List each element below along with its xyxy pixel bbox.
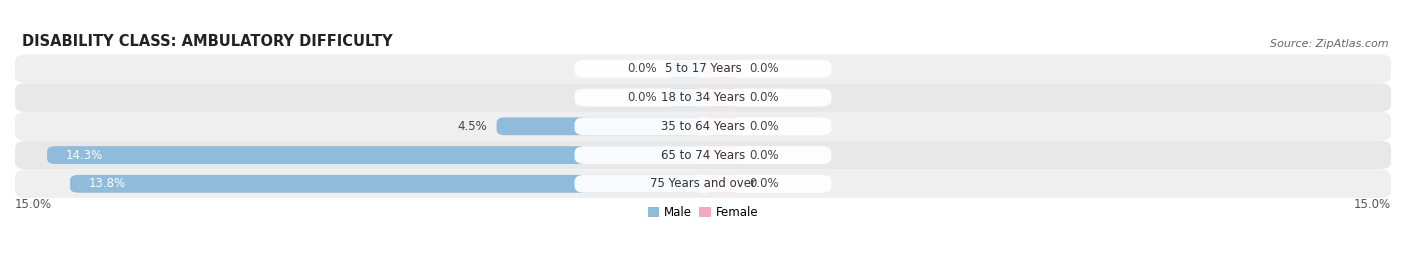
FancyBboxPatch shape [15,169,1391,198]
FancyBboxPatch shape [48,146,703,164]
Text: 0.0%: 0.0% [749,120,779,133]
FancyBboxPatch shape [575,60,831,78]
FancyBboxPatch shape [666,89,703,107]
FancyBboxPatch shape [703,175,740,193]
Text: Source: ZipAtlas.com: Source: ZipAtlas.com [1270,39,1388,49]
FancyBboxPatch shape [703,146,740,164]
Text: 5 to 17 Years: 5 to 17 Years [665,62,741,75]
Text: 18 to 34 Years: 18 to 34 Years [661,91,745,104]
FancyBboxPatch shape [666,60,703,78]
FancyBboxPatch shape [575,117,831,135]
Text: 15.0%: 15.0% [1354,198,1391,211]
Text: 75 Years and over: 75 Years and over [650,177,756,190]
Text: 0.0%: 0.0% [627,62,657,75]
Text: 0.0%: 0.0% [749,177,779,190]
FancyBboxPatch shape [15,83,1391,112]
FancyBboxPatch shape [496,117,703,135]
FancyBboxPatch shape [70,175,703,193]
Text: 4.5%: 4.5% [458,120,488,133]
Text: 65 to 74 Years: 65 to 74 Years [661,148,745,162]
Text: 0.0%: 0.0% [627,91,657,104]
Text: 0.0%: 0.0% [749,148,779,162]
Text: 13.8%: 13.8% [89,177,125,190]
Text: 0.0%: 0.0% [749,91,779,104]
Text: 0.0%: 0.0% [749,62,779,75]
Text: 15.0%: 15.0% [15,198,52,211]
FancyBboxPatch shape [15,112,1391,141]
Text: 35 to 64 Years: 35 to 64 Years [661,120,745,133]
FancyBboxPatch shape [703,89,740,107]
FancyBboxPatch shape [15,54,1391,83]
FancyBboxPatch shape [575,175,831,193]
FancyBboxPatch shape [703,60,740,78]
FancyBboxPatch shape [15,141,1391,169]
Legend: Male, Female: Male, Female [643,201,763,224]
FancyBboxPatch shape [703,117,740,135]
FancyBboxPatch shape [575,89,831,107]
Text: 14.3%: 14.3% [66,148,103,162]
FancyBboxPatch shape [575,146,831,164]
Text: DISABILITY CLASS: AMBULATORY DIFFICULTY: DISABILITY CLASS: AMBULATORY DIFFICULTY [22,34,392,49]
